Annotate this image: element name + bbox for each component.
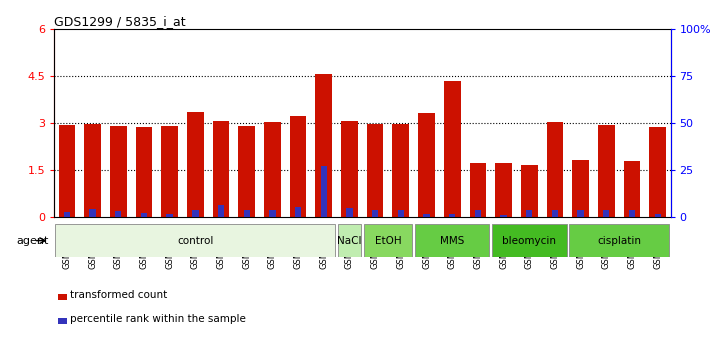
Bar	[141, 213, 147, 217]
Bar	[269, 210, 275, 217]
Bar	[526, 210, 532, 217]
Bar	[423, 214, 430, 217]
Bar	[372, 210, 379, 217]
Bar	[218, 205, 224, 217]
Text: bleomycin: bleomycin	[503, 236, 557, 246]
Bar	[341, 121, 358, 217]
Bar	[418, 113, 435, 217]
Bar	[578, 209, 584, 217]
Bar	[346, 208, 353, 217]
Bar	[629, 210, 635, 217]
Bar	[521, 165, 538, 217]
Bar	[239, 126, 255, 217]
Bar	[495, 162, 512, 217]
Bar	[58, 125, 75, 217]
Text: transformed count: transformed count	[71, 290, 167, 300]
Bar	[392, 124, 410, 217]
Bar	[244, 210, 250, 217]
Bar	[603, 210, 609, 217]
Bar	[624, 161, 640, 217]
Bar	[56, 224, 335, 257]
Bar	[63, 212, 70, 217]
Bar	[162, 127, 178, 217]
Bar	[213, 121, 229, 217]
Bar	[449, 214, 456, 217]
Text: percentile rank within the sample: percentile rank within the sample	[71, 315, 246, 324]
Bar	[415, 224, 490, 257]
Text: MMS: MMS	[440, 236, 464, 246]
Bar	[295, 207, 301, 217]
Bar	[444, 81, 461, 217]
Bar	[58, 318, 66, 324]
Bar	[136, 127, 152, 217]
Text: GDS1299 / 5835_i_at: GDS1299 / 5835_i_at	[54, 15, 186, 28]
Bar	[569, 224, 669, 257]
Bar	[572, 160, 589, 217]
Bar	[367, 124, 384, 217]
Bar	[89, 209, 96, 217]
Bar	[110, 126, 127, 217]
Bar	[58, 294, 66, 300]
Bar	[167, 214, 173, 217]
Bar	[290, 116, 306, 217]
Bar	[655, 214, 661, 217]
Bar	[398, 210, 404, 217]
Text: control: control	[177, 236, 213, 246]
Text: agent: agent	[16, 236, 48, 246]
Text: EtOH: EtOH	[375, 236, 402, 246]
Bar	[363, 224, 412, 257]
Bar	[500, 215, 507, 217]
Bar	[492, 224, 567, 257]
Bar	[193, 210, 198, 217]
Bar	[187, 112, 204, 217]
Bar	[547, 122, 563, 217]
Bar	[338, 224, 361, 257]
Bar	[650, 127, 666, 217]
Bar	[315, 74, 332, 217]
Bar	[321, 166, 327, 217]
Bar	[84, 124, 101, 217]
Text: cisplatin: cisplatin	[597, 236, 641, 246]
Bar	[469, 164, 486, 217]
Bar	[598, 125, 615, 217]
Bar	[264, 122, 280, 217]
Bar	[474, 210, 481, 217]
Bar	[552, 210, 558, 217]
Bar	[115, 211, 121, 217]
Text: NaCl: NaCl	[337, 236, 362, 246]
